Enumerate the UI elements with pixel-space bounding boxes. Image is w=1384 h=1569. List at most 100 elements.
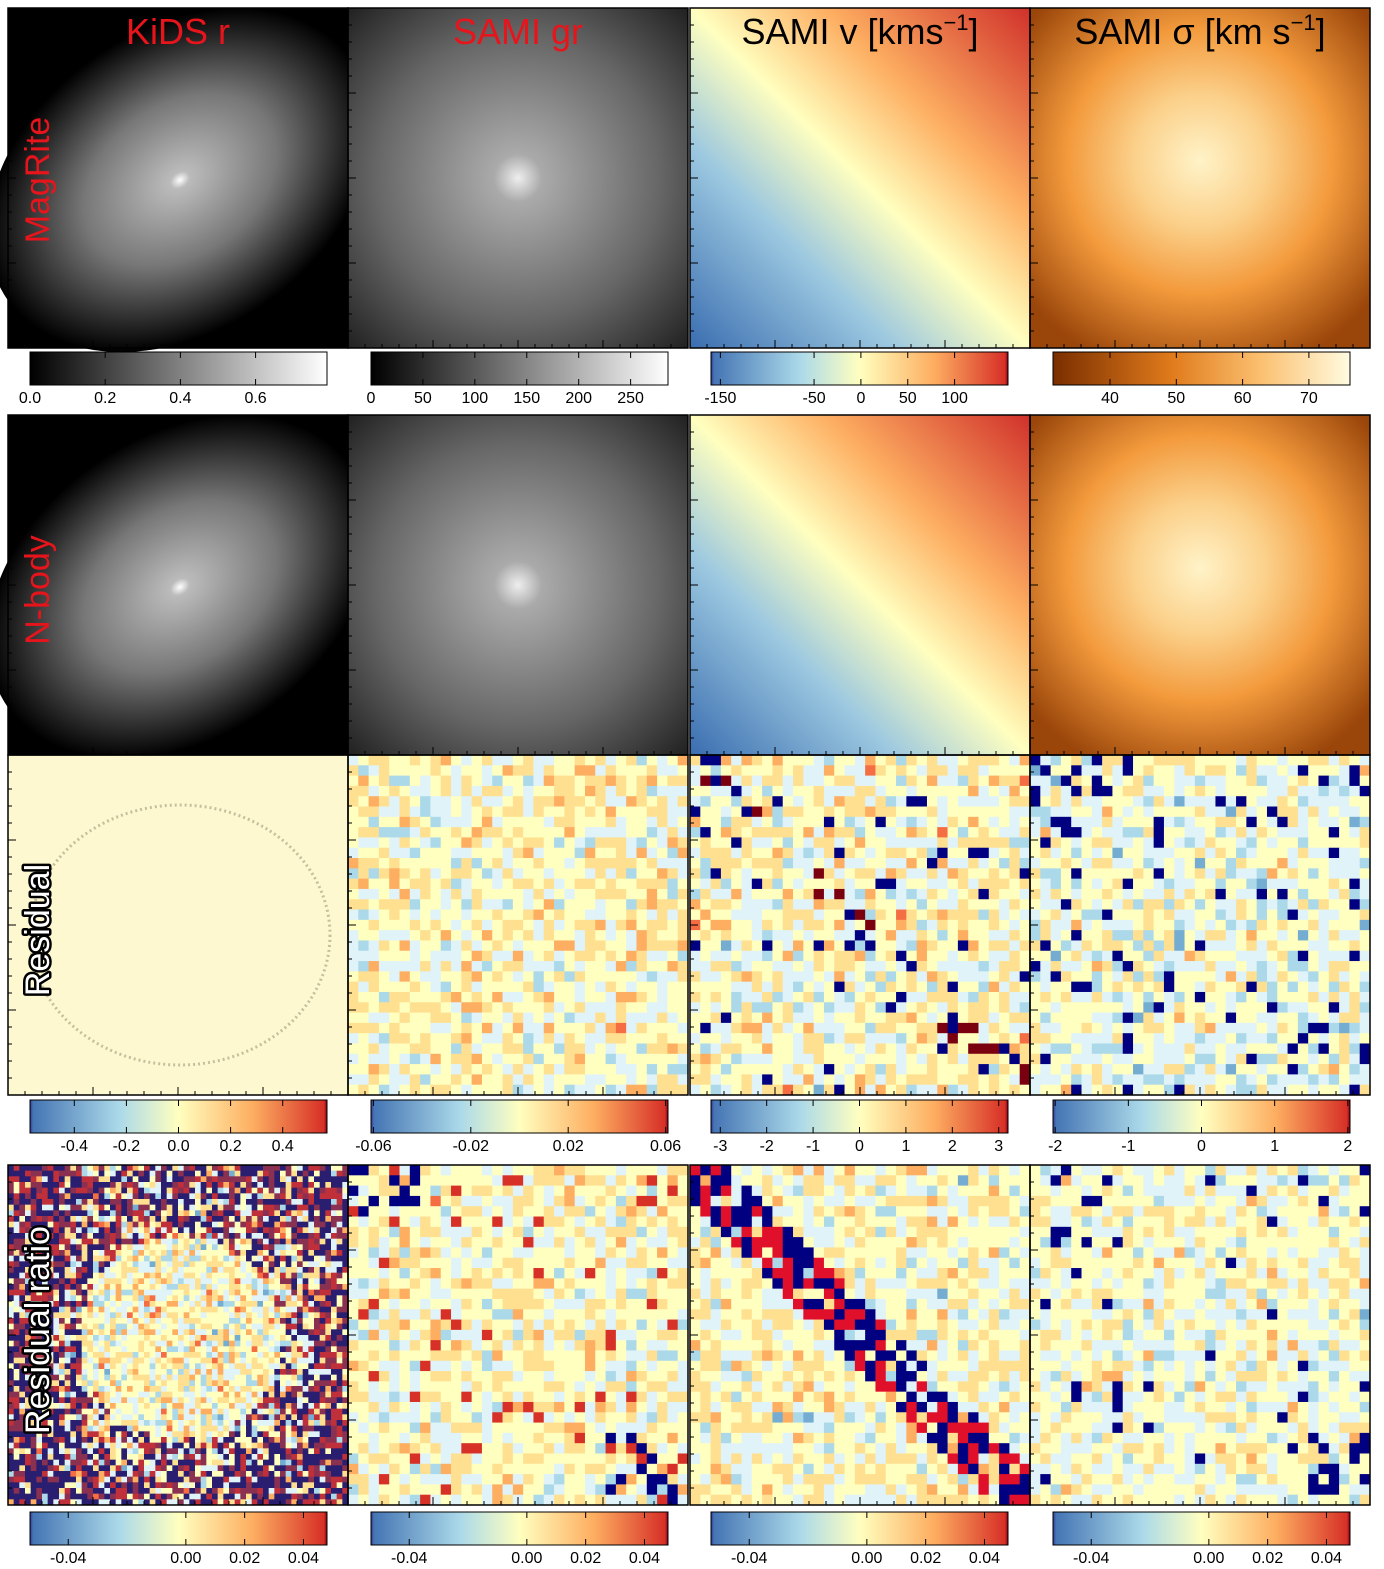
pixel: [70, 1210, 76, 1216]
pixel: [482, 817, 493, 828]
pixel: [420, 1054, 431, 1065]
pixel: [1164, 920, 1175, 931]
pixel: [1082, 765, 1093, 776]
pixel: [472, 940, 483, 951]
pixel: [36, 1171, 42, 1177]
pixel: [585, 940, 596, 951]
pixel: [246, 1239, 252, 1245]
pixel: [1082, 776, 1093, 787]
pixel: [1215, 817, 1226, 828]
pixel: [110, 1210, 116, 1216]
pixel: [133, 1227, 139, 1233]
pixel: [1329, 982, 1340, 993]
pixel: [783, 827, 794, 838]
pixel: [195, 1176, 201, 1182]
pixel: [1308, 1013, 1319, 1024]
pixel: [927, 1074, 938, 1085]
pixel: [989, 982, 1000, 993]
pixel: [212, 1176, 218, 1182]
pixel: [303, 1250, 309, 1256]
pixel: [358, 765, 369, 776]
pixel: [1257, 982, 1268, 993]
pixel: [824, 765, 835, 776]
pixel: [410, 1043, 421, 1054]
pixel: [948, 1064, 959, 1075]
pixel: [121, 1295, 127, 1301]
pixel: [87, 1205, 93, 1211]
pixel: [48, 1210, 54, 1216]
pixel: [1102, 961, 1113, 972]
pixel: [1308, 961, 1319, 972]
pixel-map: [348, 755, 688, 1095]
pixel: [917, 755, 928, 766]
pixel: [896, 951, 907, 962]
pixel: [472, 786, 483, 797]
pixel: [875, 1043, 886, 1054]
pixel: [1071, 899, 1082, 910]
pixel: [1257, 1043, 1268, 1054]
pixel: [1071, 796, 1082, 807]
pixel: [783, 1054, 794, 1065]
pixel: [1092, 889, 1103, 900]
pixel: [503, 992, 514, 1003]
figure: KiDS rSAMI grSAMI v [kms−1]SAMI σ [km s−…: [0, 0, 1384, 1564]
pixel: [1164, 776, 1175, 787]
pixel: [430, 807, 441, 818]
pixel: [1257, 837, 1268, 848]
pixel: [513, 1033, 524, 1044]
pixel: [503, 827, 514, 838]
pixel: [1236, 858, 1247, 869]
pixel: [19, 1176, 25, 1182]
pixel: [896, 858, 907, 869]
pixel: [155, 1267, 161, 1273]
pixel: [678, 858, 689, 869]
pixel: [585, 776, 596, 787]
pixel: [308, 1312, 314, 1318]
pixel: [1236, 940, 1247, 951]
pixel: [461, 1054, 472, 1065]
pixel: [1164, 1013, 1175, 1024]
pixel: [834, 1023, 845, 1034]
pixel: [1205, 951, 1216, 962]
pixel: [1112, 940, 1123, 951]
pixel: [626, 1013, 637, 1024]
pixel: [441, 848, 452, 859]
pixel: [626, 961, 637, 972]
pixel: [834, 889, 845, 900]
pixel: [358, 1074, 369, 1085]
pixel: [1133, 961, 1144, 972]
pixel: [379, 1074, 390, 1085]
pixel: [206, 1290, 212, 1296]
pixel: [845, 951, 856, 962]
pixel: [150, 1267, 156, 1273]
pixel: [389, 879, 400, 890]
pixel: [865, 971, 876, 982]
pixel: [742, 1054, 753, 1065]
pixel: [1030, 755, 1041, 766]
pixel: [855, 848, 866, 859]
pixel: [65, 1216, 71, 1222]
pixel: [492, 1002, 503, 1013]
pixel: [410, 961, 421, 972]
pixel: [626, 827, 637, 838]
pixel: [420, 951, 431, 962]
pixel: [896, 889, 907, 900]
pixel: [834, 961, 845, 972]
pixel: [917, 971, 928, 982]
pixel: [1195, 1033, 1206, 1044]
pixel: [104, 1312, 110, 1318]
pixel: [389, 1002, 400, 1013]
pixel: [379, 930, 390, 941]
pixel: [138, 1227, 144, 1233]
pixel: [8, 1216, 14, 1222]
pixel: [1360, 910, 1371, 921]
pixel: [1082, 1002, 1093, 1013]
pixel: [297, 1188, 303, 1194]
pixel: [937, 1013, 948, 1024]
pixel: [896, 899, 907, 910]
pixel: [1040, 755, 1051, 766]
pixel: [451, 1043, 462, 1054]
pixel: [564, 940, 575, 951]
pixel: [358, 817, 369, 828]
pixel: [167, 1205, 173, 1211]
